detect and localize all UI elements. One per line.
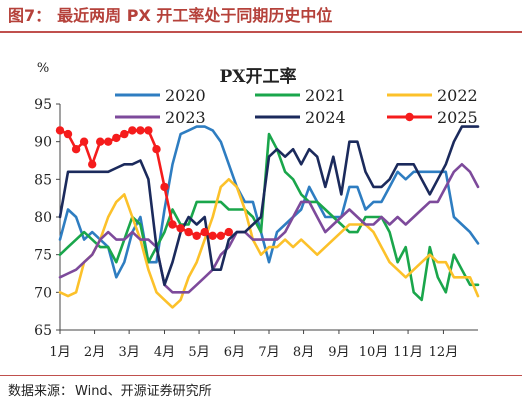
series-point-2025 [55, 126, 65, 135]
series-point-2025 [208, 231, 217, 240]
figure-title: 图7： 最近两周 PX 开工率处于同期历史中位 [8, 5, 332, 27]
legend-label-2022: 2022 [437, 86, 478, 105]
legend-label-2023: 2023 [165, 108, 206, 127]
legend-label-2024: 2024 [305, 108, 346, 127]
x-tick-label: 8月 [293, 345, 314, 360]
y-tick-label: 70 [34, 285, 52, 301]
series-point-2025 [112, 133, 121, 143]
series-lines [55, 125, 480, 309]
series-point-2025 [224, 227, 233, 237]
y-tick-label: 80 [34, 210, 52, 226]
title-rule [0, 31, 522, 33]
legend-label-2025: 2025 [437, 108, 478, 127]
series-point-2025 [184, 227, 193, 237]
figure-label: 图7： [8, 6, 52, 25]
series-point-2025 [120, 129, 129, 139]
y-axis-unit: % [37, 61, 49, 76]
series-point-2025 [71, 145, 81, 154]
y-tick-label: 90 [34, 135, 52, 151]
series-point-2025 [136, 126, 145, 135]
legend-marker-2025 [405, 112, 414, 122]
source-text: Wind、开源证券研究所 [75, 384, 212, 399]
series-point-2025 [79, 137, 89, 146]
x-tick-label: 4月 [154, 345, 175, 360]
axes: 65 70 75 80 85 90 95 1月 2月 3月 4月 5月 6月 7月 8月 9月 10月 11月 12… [34, 97, 478, 360]
source-label: 数据来源： [8, 384, 74, 399]
x-tick-label: 1月 [49, 345, 70, 360]
series-line-2025 [58, 129, 231, 238]
series-line-2023 [58, 163, 480, 294]
x-tick-label: 3月 [118, 345, 139, 360]
series-line-2020 [58, 125, 480, 279]
series-point-2025 [176, 224, 185, 233]
series-point-2025 [96, 137, 105, 146]
series-point-2025 [168, 220, 177, 229]
series-point-2025 [152, 145, 161, 154]
source-note: 数据来源： Wind、开源证券研究所 [8, 381, 212, 403]
series-point-2025 [104, 137, 113, 146]
series-point-2025 [216, 231, 225, 240]
y-tick-label: 85 [34, 172, 52, 188]
y-tick-label: 95 [34, 97, 52, 113]
figure-title-text: 最近两周 PX 开工率处于同期历史中位 [57, 6, 333, 25]
x-tick-label: 12月 [429, 345, 459, 360]
series-point-2025 [200, 227, 209, 237]
series-point-2025 [192, 231, 201, 240]
x-tick-label: 10月 [359, 345, 389, 360]
x-tick-label: 9月 [328, 345, 349, 360]
legend-label-2021: 2021 [305, 86, 346, 105]
y-tick-label: 65 [34, 323, 52, 339]
series-line-2024 [58, 125, 480, 287]
series-point-2025 [144, 126, 153, 135]
series-line-2022 [58, 178, 480, 309]
x-tick-label: 11月 [393, 345, 423, 360]
y-tick-label: 75 [34, 248, 52, 264]
x-tick-label: 6月 [224, 345, 245, 360]
chart-title: PX开工率 [220, 66, 297, 87]
x-tick-label: 5月 [188, 345, 209, 360]
legend-label-2020: 2020 [165, 86, 206, 105]
series-point-2025 [128, 126, 137, 135]
series-point-2025 [63, 129, 73, 139]
series-point-2025 [88, 160, 97, 169]
series-line-2021 [58, 132, 480, 302]
footer-rule [0, 375, 522, 376]
legend: 2020 2021 2022 2023 2024 2025 [115, 86, 478, 127]
x-tick-label: 7月 [258, 345, 279, 360]
x-tick-label: 2月 [84, 345, 105, 360]
series-point-2025 [160, 182, 169, 192]
